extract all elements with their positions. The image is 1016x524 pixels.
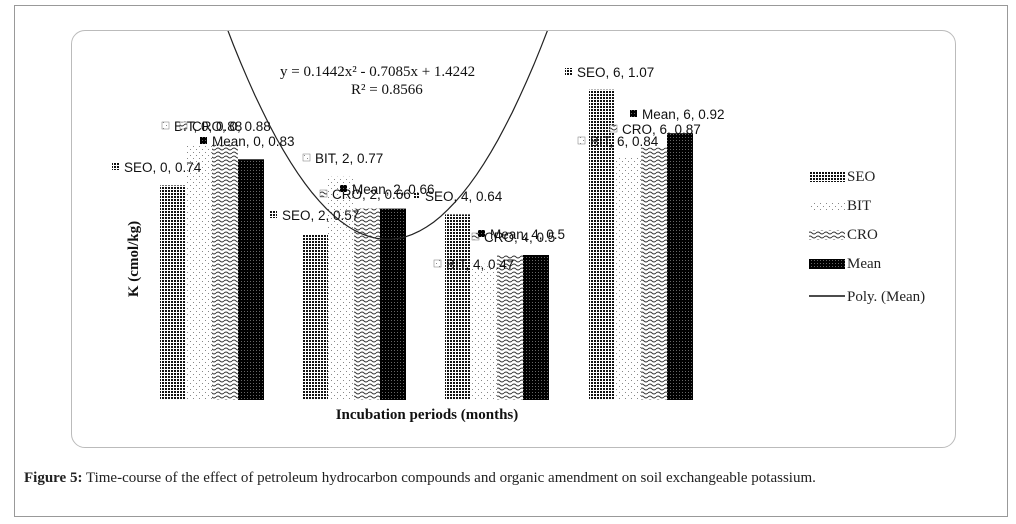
data-label-bit-2: BIT, 2, 0.77 bbox=[315, 151, 383, 166]
legend-label-bit: BIT bbox=[847, 198, 871, 214]
legend-swatch-seo bbox=[809, 172, 845, 182]
bar-bit-6 bbox=[615, 156, 641, 400]
data-label-marker bbox=[478, 230, 485, 237]
bar-cro-4 bbox=[497, 255, 523, 400]
data-label-seo-0: SEO, 0, 0.74 bbox=[124, 160, 202, 175]
legend-label-seo: SEO bbox=[847, 169, 876, 185]
data-label-marker bbox=[577, 136, 586, 145]
chart-area: SEO, 0, 0.74 SEO, 2, 0.57 SEO, 4, 0.64 SEO,… bbox=[71, 30, 956, 448]
figure-frame bbox=[14, 5, 1008, 517]
caption-text: Time-course of the effect of petroleum h… bbox=[82, 470, 816, 486]
bar-mean-0 bbox=[238, 159, 264, 400]
data-label-seo-2: SEO, 2, 0.57 bbox=[282, 208, 359, 223]
data-label-marker bbox=[413, 192, 420, 199]
data-label-cro-4: CRO, 4, 0.5 bbox=[484, 230, 555, 245]
data-label-marker bbox=[565, 68, 572, 75]
data-label-marker bbox=[609, 124, 618, 133]
x-axis-label: Incubation periods (months) bbox=[336, 407, 519, 423]
bar-seo-6 bbox=[589, 89, 615, 400]
data-label-marker bbox=[161, 121, 170, 130]
data-label-marker bbox=[200, 137, 207, 144]
data-label-seo-4: SEO, 4, 0.64 bbox=[425, 189, 503, 204]
legend-swatch-mean bbox=[809, 259, 845, 269]
bar-cro-6 bbox=[641, 147, 667, 400]
legend-label-trendline: Poly. (Mean) bbox=[847, 289, 925, 305]
data-label-seo-6: SEO, 6, 1.07 bbox=[577, 65, 654, 80]
trendline-equation: y = 0.1442x² - 0.7085x + 1.4242 bbox=[280, 64, 475, 80]
data-label-marker bbox=[302, 153, 311, 162]
bar-mean-4 bbox=[523, 255, 549, 400]
legend-swatch-bit bbox=[809, 201, 845, 211]
legend-label-cro: CRO bbox=[847, 227, 878, 243]
polynomial-trendline bbox=[227, 31, 548, 240]
data-label-marker bbox=[471, 232, 480, 241]
data-label-marker bbox=[630, 110, 637, 117]
data-label-bit-4: BIT, 4, 0.47 bbox=[446, 257, 514, 272]
chart-svg: SEO, 0, 0.74 SEO, 2, 0.57 SEO, 4, 0.64 SEO,… bbox=[112, 31, 925, 423]
bar-mean-6 bbox=[667, 133, 693, 400]
data-label-marker bbox=[112, 163, 119, 170]
data-label-mean-4: Mean, 4, 0.5 bbox=[490, 227, 565, 242]
bar-seo-0 bbox=[160, 185, 186, 400]
data-label-marker bbox=[179, 121, 188, 130]
bar-mean-2 bbox=[380, 208, 406, 400]
data-label-cro-6: CRO, 6, 0.87 bbox=[622, 122, 701, 137]
data-label-cro-0: CRO, 0, 0.88 bbox=[192, 119, 271, 134]
bar-bit-0 bbox=[186, 144, 212, 400]
legend-swatch-cro bbox=[809, 230, 845, 240]
bar-seo-4 bbox=[445, 214, 471, 400]
data-label-marker bbox=[340, 185, 347, 192]
data-label-marker bbox=[319, 189, 328, 198]
data-label-bit-6: BIT, 6, 0.84 bbox=[590, 134, 659, 149]
data-label-cro-2: CRO, 2, 0.66 bbox=[332, 187, 411, 202]
data-label-marker bbox=[270, 211, 277, 218]
bar-cro-2 bbox=[354, 208, 380, 400]
data-label-marker bbox=[433, 259, 442, 268]
trendline-r-squared: R² = 0.8566 bbox=[351, 82, 423, 98]
legend-label-mean: Mean bbox=[847, 256, 882, 272]
bar-cro-0 bbox=[212, 144, 238, 400]
data-label-bit-0: BIT, 0, 0.88 bbox=[174, 119, 242, 134]
y-axis-label: K (cmol/kg) bbox=[126, 221, 142, 297]
data-label-mean-0: Mean, 0, 0.83 bbox=[212, 134, 295, 149]
caption-label: Figure 5: bbox=[24, 470, 83, 486]
figure-caption: Figure 5: Time-course of the effect of p… bbox=[24, 470, 994, 487]
bar-bit-4 bbox=[471, 263, 497, 400]
data-label-mean-2: Mean, 2, 0.66 bbox=[352, 182, 435, 197]
bar-seo-2 bbox=[302, 234, 328, 400]
data-label-mean-6: Mean, 6, 0.92 bbox=[642, 107, 725, 122]
